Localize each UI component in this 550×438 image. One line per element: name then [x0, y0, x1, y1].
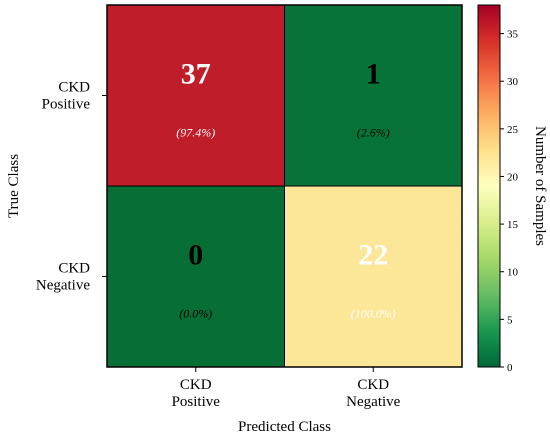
colorbar-tick-label: 5	[507, 314, 513, 326]
colorbar-ticks: 0 5 10 15 20 25 30 35	[500, 29, 519, 374]
y-tick-label: CKD Positive	[42, 80, 91, 113]
plot-frame	[106, 4, 463, 368]
heatmap-cell	[284, 4, 463, 187]
cell-percent-label: (97.4%)	[176, 126, 215, 140]
colorbar-tick-label: 35	[507, 29, 519, 41]
heatmap-cell	[106, 4, 285, 187]
colorbar-tick-label: 20	[507, 171, 519, 183]
cell-count-label: 1	[366, 58, 381, 91]
heatmap-cell	[106, 185, 285, 368]
colorbar-tick-label: 0	[507, 362, 513, 374]
colorbar-tick-label: 25	[507, 124, 519, 136]
colorbar-tick-label: 10	[507, 267, 519, 279]
cell-percent-label: (0.0%)	[179, 307, 212, 321]
cell-count-label: 22	[358, 239, 388, 272]
cell-count-label: 0	[188, 239, 203, 272]
y-axis-label: True Class	[6, 154, 22, 218]
x-tick-label: CKD Negative	[346, 377, 400, 410]
x-axis-ticks: CKD Positive CKD Negative	[172, 367, 401, 410]
colorbar	[477, 4, 501, 368]
colorbar-label: Number of Samples	[532, 126, 548, 246]
cell-percent-label: (2.6%)	[357, 126, 390, 140]
y-tick-label: CKD Negative	[36, 261, 90, 294]
colorbar-tick-label: 30	[507, 76, 519, 88]
heatmap-cell	[284, 185, 463, 368]
cell-count-label: 37	[181, 58, 211, 91]
colorbar-tick-label: 15	[507, 219, 519, 231]
heatmap-annotations: 37 (97.4%) 1 (2.6%) 0 (0.0%) 22 (100.0%)	[176, 58, 396, 321]
heatmap-cells	[106, 4, 463, 368]
cell-percent-label: (100.0%)	[351, 307, 396, 321]
x-axis-label: Predicted Class	[238, 419, 331, 435]
x-tick-label: CKD Positive	[172, 377, 221, 410]
y-axis-ticks: CKD Positive CKD Negative	[36, 80, 107, 294]
